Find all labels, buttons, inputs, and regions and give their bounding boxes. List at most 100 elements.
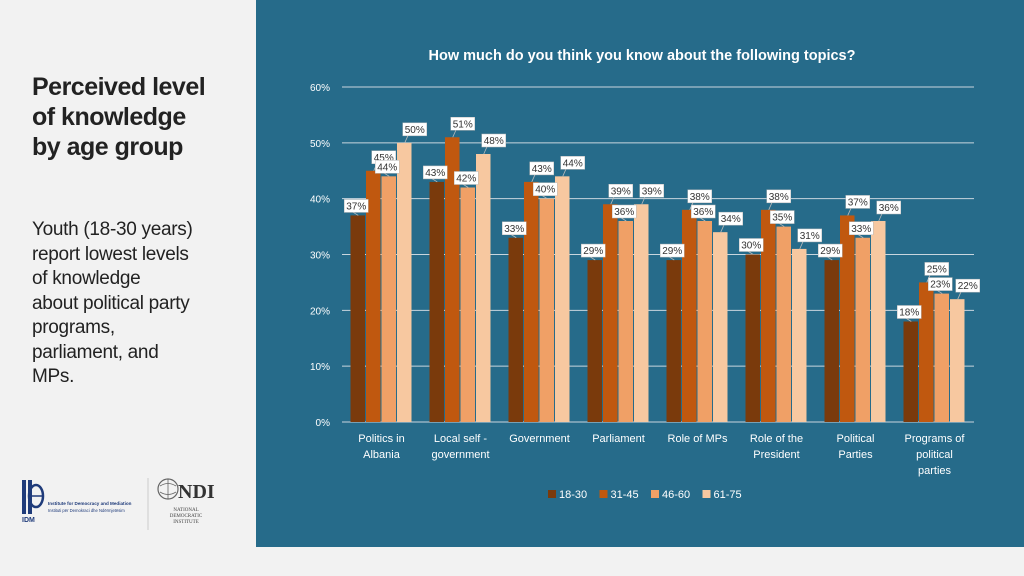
data-label-box bbox=[344, 199, 369, 213]
data-label: 50% bbox=[405, 125, 425, 136]
y-tick-label: 50% bbox=[310, 139, 330, 150]
bar-61-75 bbox=[555, 176, 570, 422]
chart-title: How much do you think you know about the… bbox=[429, 48, 856, 64]
bottom-strip bbox=[256, 547, 1024, 576]
bar-31-45 bbox=[840, 215, 855, 422]
bar-18-30 bbox=[429, 181, 444, 422]
y-tick-label: 10% bbox=[310, 362, 330, 373]
data-label: 34% bbox=[721, 214, 741, 225]
data-label-box bbox=[849, 221, 874, 235]
data-label-box bbox=[845, 195, 870, 209]
data-label: 29% bbox=[583, 246, 603, 257]
note-line: report lowest levels bbox=[32, 243, 189, 265]
data-label-box bbox=[876, 200, 901, 215]
idm-abbr: IDM bbox=[22, 517, 35, 524]
data-label: 33% bbox=[851, 224, 871, 235]
partner-logos: IDM Institute for Democracy and Mediatio… bbox=[22, 478, 215, 530]
note-line: parliament, and bbox=[32, 341, 159, 363]
data-label: 33% bbox=[504, 224, 524, 235]
data-label: 31% bbox=[800, 231, 820, 242]
ndi-name-line: INSTITUTE bbox=[173, 520, 199, 525]
bar-18-30 bbox=[508, 237, 523, 422]
data-label: 38% bbox=[690, 192, 710, 203]
legend-label: 18-30 bbox=[559, 489, 587, 501]
data-label: 43% bbox=[532, 164, 552, 175]
bar-31-45 bbox=[761, 209, 776, 422]
data-label: 38% bbox=[769, 192, 789, 203]
x-tick-label: Government bbox=[509, 433, 570, 445]
bar-46-60 bbox=[618, 221, 633, 422]
bar-31-45 bbox=[682, 209, 697, 422]
data-label: 23% bbox=[930, 280, 950, 291]
data-label-box bbox=[797, 228, 822, 243]
x-tick-label: President bbox=[753, 449, 799, 461]
x-tick-label: Role of MPs bbox=[668, 433, 728, 445]
bar-18-30 bbox=[903, 321, 918, 422]
data-label: 36% bbox=[693, 207, 713, 218]
ndi-name-line: NATIONAL bbox=[173, 508, 198, 513]
bar-31-45 bbox=[919, 282, 934, 422]
data-label: 39% bbox=[611, 186, 631, 197]
data-label-box bbox=[924, 262, 949, 276]
y-tick-label: 40% bbox=[310, 195, 330, 206]
ndi-logo: NDI NATIONAL DEMOCRATIC INSTITUTE bbox=[157, 478, 215, 525]
data-label: 29% bbox=[662, 246, 682, 257]
bar-46-60 bbox=[460, 187, 475, 422]
data-label-box bbox=[687, 189, 712, 204]
bar-46-60 bbox=[776, 226, 791, 422]
legend-swatch bbox=[599, 490, 608, 498]
legend-swatch bbox=[702, 490, 711, 498]
y-tick-label: 30% bbox=[310, 251, 330, 262]
left-panel: Perceived level of knowledge by age grou… bbox=[0, 0, 256, 576]
y-tick-label: 0% bbox=[316, 418, 331, 429]
data-label-box bbox=[375, 160, 400, 174]
bar-31-45 bbox=[524, 181, 539, 422]
bar-46-60 bbox=[697, 221, 712, 422]
data-label: 36% bbox=[879, 203, 899, 214]
x-tick-label: Parliament bbox=[592, 433, 645, 445]
bar-61-75 bbox=[397, 142, 412, 423]
data-label: 43% bbox=[425, 168, 445, 179]
bar-chart: How much do you think you know about the… bbox=[310, 48, 980, 501]
x-tick-label: parties bbox=[918, 465, 952, 477]
y-tick-label: 20% bbox=[310, 306, 330, 317]
data-label: 22% bbox=[958, 281, 978, 292]
bar-18-30 bbox=[745, 254, 760, 422]
data-label-box bbox=[560, 156, 585, 170]
data-label-box bbox=[660, 243, 685, 258]
legend-label: 46-60 bbox=[662, 489, 690, 501]
heading-line: by age group bbox=[32, 133, 183, 161]
data-label: 37% bbox=[848, 197, 868, 208]
slide-heading: Perceived level of knowledge by age grou… bbox=[32, 72, 242, 162]
legend-label: 31-45 bbox=[611, 489, 639, 501]
bar-61-75 bbox=[634, 204, 649, 422]
data-label: 44% bbox=[377, 162, 397, 173]
data-label: 35% bbox=[772, 213, 792, 224]
data-label-box bbox=[897, 305, 922, 319]
note-line: MPs. bbox=[32, 366, 75, 387]
data-label: 30% bbox=[741, 241, 761, 252]
x-tick-label: political bbox=[916, 449, 953, 461]
data-label: 39% bbox=[642, 186, 662, 197]
bar-31-45 bbox=[366, 170, 381, 422]
heading-line: of knowledge bbox=[32, 103, 186, 131]
data-label: 29% bbox=[820, 246, 840, 257]
bar-61-75 bbox=[476, 154, 491, 422]
bar-18-30 bbox=[666, 260, 681, 422]
idm-logo: IDM Institute for Democracy and Mediatio… bbox=[22, 480, 132, 524]
data-label-box bbox=[766, 189, 791, 204]
data-label-box bbox=[450, 117, 475, 131]
data-label-box bbox=[955, 278, 980, 293]
data-label-box bbox=[612, 204, 637, 219]
bar-18-30 bbox=[350, 215, 365, 422]
data-label: 40% bbox=[535, 185, 555, 196]
bar-61-75 bbox=[950, 299, 965, 422]
data-label: 25% bbox=[927, 264, 947, 275]
key-finding-text: Youth (18-30 years) report lowest levels… bbox=[32, 218, 232, 390]
bar-46-60 bbox=[934, 293, 949, 422]
data-label: 51% bbox=[453, 119, 473, 130]
data-label-box bbox=[454, 171, 479, 185]
data-label-box bbox=[928, 277, 953, 291]
data-label-box bbox=[533, 182, 558, 196]
legend-swatch bbox=[548, 490, 556, 498]
